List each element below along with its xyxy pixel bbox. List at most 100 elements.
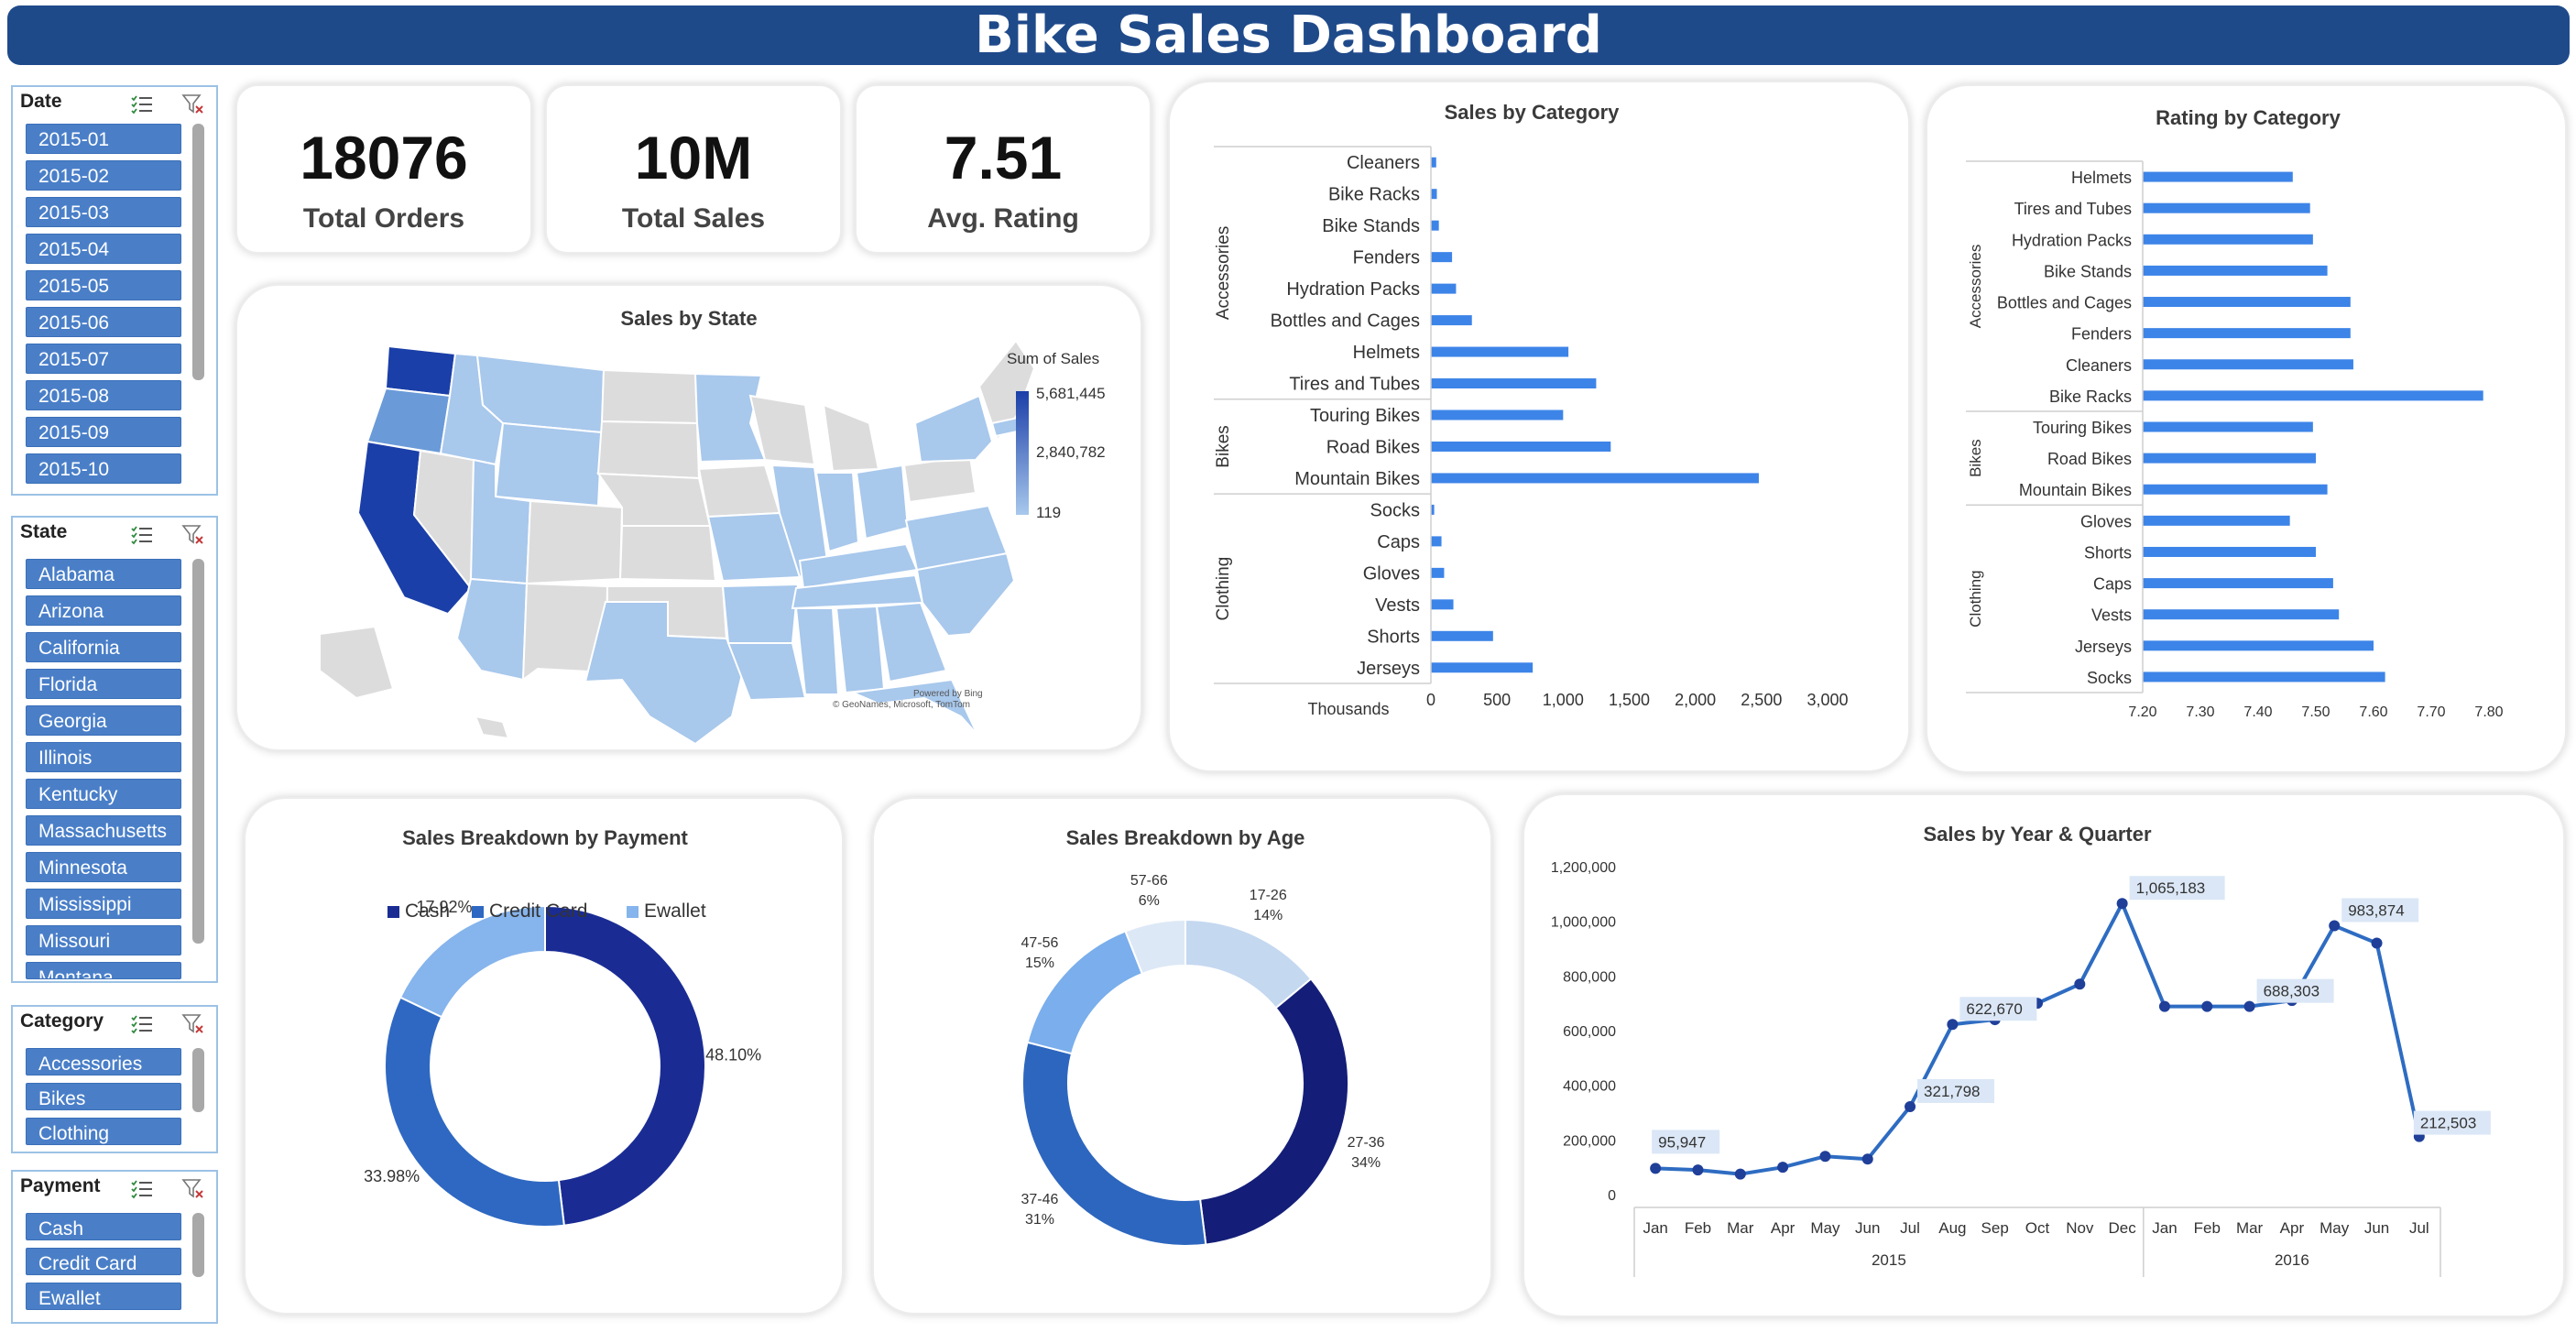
slicer-item-credit-card[interactable]: Credit Card [26,1248,181,1275]
bar [2143,234,2313,245]
x-tick-label: Apr [1771,1219,1796,1237]
data-label-box [2129,876,2225,901]
state-slicer-scrollbar[interactable] [192,559,204,944]
category-label: Gloves [2080,512,2132,530]
slicer-item-california[interactable]: California [26,632,181,662]
donut-slice [1021,1041,1207,1247]
data-label-box [1652,1130,1720,1154]
slice-category-label: 37-46 [1021,1192,1059,1207]
chart-title: Sales by Category [1445,101,1621,124]
sales-by-age-card: Sales Breakdown by Age 17-26 14% 27-36 34% 37… [872,797,1492,1315]
map-state-wisconsin [748,394,816,466]
multi-select-icon[interactable] [130,1012,154,1036]
category-label: Road Bikes [2047,450,2132,468]
map-state-arkansas [721,583,800,644]
payment-slicer-scrollbar[interactable] [192,1213,204,1277]
slicer-item-montana[interactable]: Montana [26,962,181,979]
slicer-item-arizona[interactable]: Arizona [26,595,181,626]
slicer-item-2015-07[interactable]: 2015-07 [26,344,181,374]
data-label: 622,670 [1966,1000,2022,1018]
slice-value-label: 15% [1025,955,1054,971]
slicer-item-2015-01[interactable]: 2015-01 [26,124,181,154]
category-label: Socks [1370,500,1420,520]
slice-value-label: 6% [1139,893,1160,909]
slicer-item-2015-08[interactable]: 2015-08 [26,380,181,410]
x-tick-label: 500 [1483,691,1511,709]
x-tick-label: 7.50 [2301,704,2330,720]
slicer-item-2015-04[interactable]: 2015-04 [26,234,181,264]
multi-select-icon[interactable] [130,523,154,547]
category-label: Shorts [2084,543,2132,562]
map-legend-ramp [1016,391,1029,515]
bar [1431,378,1597,389]
map-state-arizona [455,577,529,682]
clear-filter-icon[interactable] [181,1177,205,1201]
map-state-new-mexico [521,582,609,682]
x-tick-label: 7.80 [2474,704,2503,720]
map-state-alabama [835,605,886,694]
slicer-item-massachusetts[interactable]: Massachusetts [26,815,181,846]
category-label: Gloves [1363,563,1420,584]
bar [1431,599,1454,610]
y-tick-label: 1,000,000 [1551,915,1616,931]
map-credit-geonames: © GeoNames, Microsoft, TomTom [833,700,970,710]
date-slicer-scrollbar[interactable] [192,124,204,380]
slicer-item-2015-09[interactable]: 2015-09 [26,417,181,447]
slicer-item-kentucky[interactable]: Kentucky [26,779,181,809]
clear-filter-icon[interactable] [181,1012,205,1036]
data-point [1692,1164,1704,1176]
category-slicer-scrollbar[interactable] [192,1048,204,1112]
slicer-item-minnesota[interactable]: Minnesota [26,852,181,882]
donut-slice [1124,918,1186,976]
bar [1431,630,1493,641]
slicer-item-2015-02[interactable]: 2015-02 [26,160,181,191]
slicer-item-2015-03[interactable]: 2015-03 [26,197,181,227]
slicer-item-2015-06[interactable]: 2015-06 [26,307,181,337]
legend-label: Cash [405,901,450,922]
x-tick-label: Jul [2409,1219,2429,1237]
slicer-item-alabama[interactable]: Alabama [26,559,181,589]
group-label: Clothing [1967,570,1984,627]
data-point [1947,1019,1959,1031]
map-state-louisiana [726,642,807,702]
bar [1431,504,1435,515]
sales-by-category-chart: Sales by Category Cleaners Bike Racks Bike … [1214,101,1849,718]
clear-filter-icon[interactable] [181,93,205,116]
map-state-ohio [855,464,910,540]
map-state-alaska [319,625,395,700]
category-label: Cleaners [2066,356,2132,375]
x-tick-label: Mar [2236,1219,2264,1237]
data-label: 95,947 [1658,1133,1706,1151]
slicer-item-2015-10[interactable]: 2015-10 [26,453,181,484]
chart-title: Sales by Year & Quarter [1923,823,2152,846]
slicer-item-accessories[interactable]: Accessories [26,1048,181,1075]
map-credit-bing: Powered by Bing [913,689,983,699]
slicer-item-2015-05[interactable]: 2015-05 [26,270,181,300]
slicer-item-illinois[interactable]: Illinois [26,742,181,772]
category-label: Caps [1377,532,1420,552]
payment-slicer: Payment Cash Credit Card Ewallet [11,1170,218,1324]
bar [2143,453,2316,464]
clear-filter-icon[interactable] [181,523,205,547]
category-slicer-title: Category [20,1010,104,1032]
slicer-item-georgia[interactable]: Georgia [26,705,181,736]
x-tick-label: 7.60 [2359,704,2387,720]
kpi-value: 10M [634,124,753,191]
map-state-south-dakota [596,420,701,480]
multi-select-icon[interactable] [130,1177,154,1201]
rating-by-category-card: Rating by Category Helmets Tires and Tubes… [1926,84,2567,773]
map-state-virginia [904,504,1009,572]
category-label: Fenders [1353,248,1420,268]
slicer-item-clothing[interactable]: Clothing [26,1118,181,1145]
slicer-item-missouri[interactable]: Missouri [26,925,181,955]
slicer-item-mississippi[interactable]: Mississippi [26,889,181,919]
slicer-item-cash[interactable]: Cash [26,1213,181,1240]
slicer-item-florida[interactable]: Florida [26,669,181,699]
slicer-item-bikes[interactable]: Bikes [26,1083,181,1110]
y-tick-label: 0 [1608,1188,1616,1204]
x-tick-label: Dec [2109,1219,2137,1237]
slicer-item-ewallet[interactable]: Ewallet [26,1283,181,1310]
donut-slice [1198,977,1349,1246]
multi-select-icon[interactable] [130,93,154,116]
data-point [1861,1153,1873,1165]
